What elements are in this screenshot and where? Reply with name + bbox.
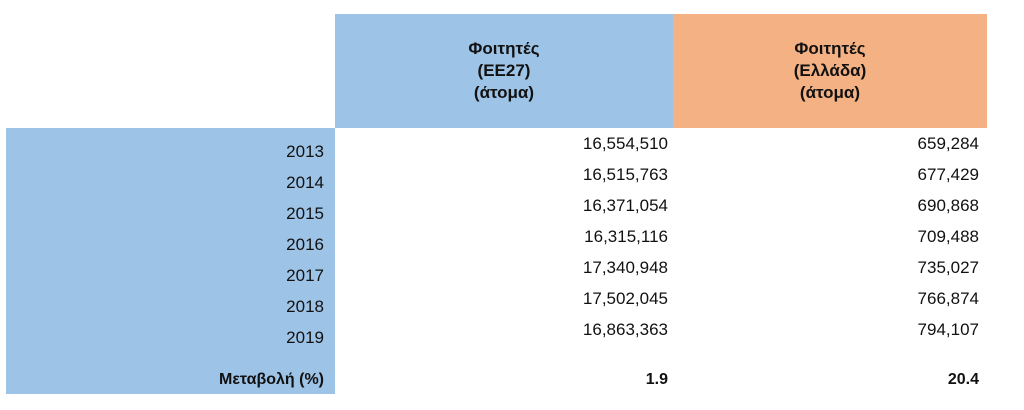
year-cell: 2017 xyxy=(286,266,324,285)
greece-cell: 677,429 xyxy=(917,165,979,184)
ee27-cell: 16,515,763 xyxy=(582,165,668,184)
header-ee27-line-1: Φοιτητές xyxy=(468,39,540,58)
year-cell: 2013 xyxy=(286,142,324,161)
change-row: Μεταβολή (%) 1.9 20.4 xyxy=(6,366,987,394)
year-cell: 2019 xyxy=(286,328,324,347)
table-row: 2014 16,515,763 677,429 xyxy=(6,159,987,192)
ee27-cell: 16,371,054 xyxy=(582,196,668,215)
header-ee27-line-2: (ΕΕ27) xyxy=(477,61,531,80)
change-label: Μεταβολή (%) xyxy=(219,371,324,388)
table-row: 2016 16,315,116 709,488 xyxy=(6,221,987,254)
change-greece: 20.4 xyxy=(947,371,979,388)
table-row: 2019 16,863,363 794,107 xyxy=(6,314,987,347)
year-cell: 2015 xyxy=(286,204,324,223)
header-greece-line-3: (άτομα) xyxy=(799,83,861,102)
greece-cell: 690,868 xyxy=(917,196,979,215)
header-greece-line-2: (Ελλάδα) xyxy=(793,61,867,80)
header-ee27-line-3: (άτομα) xyxy=(473,83,535,102)
table-row: 2018 17,502,045 766,874 xyxy=(6,283,987,316)
header-greece: Φοιτητές (Ελλάδα) (άτομα) xyxy=(673,14,987,128)
greece-cell: 659,284 xyxy=(917,134,979,153)
table-row: 2017 17,340,948 735,027 xyxy=(6,252,987,285)
year-column-background xyxy=(6,128,335,394)
year-cell: 2014 xyxy=(286,173,324,192)
year-cell: 2016 xyxy=(286,235,324,254)
change-ee27: 1.9 xyxy=(645,371,668,388)
header-greece-line-1: Φοιτητές xyxy=(794,39,866,58)
table-row: 2015 16,371,054 690,868 xyxy=(6,190,987,223)
greece-cell: 735,027 xyxy=(917,258,979,277)
greece-cell: 794,107 xyxy=(917,320,979,339)
table-row: 2013 16,554,510 659,284 xyxy=(6,128,987,161)
greece-cell: 766,874 xyxy=(917,289,979,308)
ee27-cell: 16,315,116 xyxy=(584,227,668,246)
ee27-cell: 16,863,363 xyxy=(582,320,668,339)
ee27-cell: 16,554,510 xyxy=(582,134,668,153)
greece-cell: 709,488 xyxy=(917,227,979,246)
header-ee27: Φοιτητές (ΕΕ27) (άτομα) xyxy=(335,14,673,128)
year-cell: 2018 xyxy=(286,297,324,316)
ee27-cell: 17,502,045 xyxy=(582,289,668,308)
ee27-cell: 17,340,948 xyxy=(582,258,668,277)
